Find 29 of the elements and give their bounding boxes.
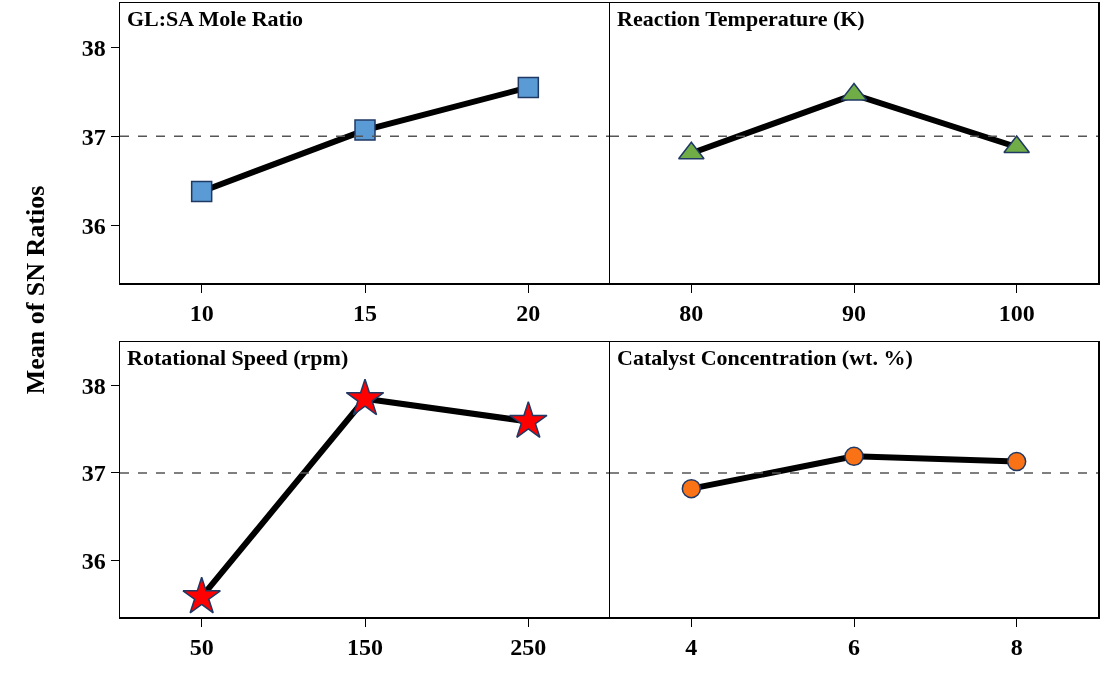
y-tick-label: 36 [81,547,106,574]
x-tick-label: 150 [347,634,383,661]
x-tick-label: 15 [353,300,377,327]
x-tick-label: 20 [516,300,541,327]
x-tick-label: 250 [510,634,547,661]
chart-title: Catalyst Concentration (wt. %) [617,345,913,370]
y-tick-label: 37 [81,460,106,487]
x-tick-label: 50 [189,634,214,661]
x-tick-label: 90 [842,300,866,327]
x-tick-label: 6 [848,634,860,661]
point [182,576,222,614]
x-tick-label: 10 [189,300,214,327]
chart-title: Reaction Temperature (K) [617,6,865,31]
point [190,180,213,203]
y-tick-label: 38 [81,373,106,400]
y-tick-label: 38 [81,34,106,61]
y-tick-label: 36 [81,212,106,239]
x-tick-label: 80 [679,300,704,327]
x-tick-label: 4 [685,634,698,661]
point [517,76,540,99]
point [354,119,376,141]
chart-title: Rotational Speed (rpm) [127,345,349,370]
y-axis-title: Mean of SN Ratios [21,185,51,395]
y-tick-label: 37 [81,123,106,150]
point [345,378,385,416]
x-tick-label: 8 [1010,634,1023,661]
chart-title: GL:SA Mole Ratio [127,6,303,31]
x-tick-label: 100 [998,300,1035,327]
point [508,401,548,439]
